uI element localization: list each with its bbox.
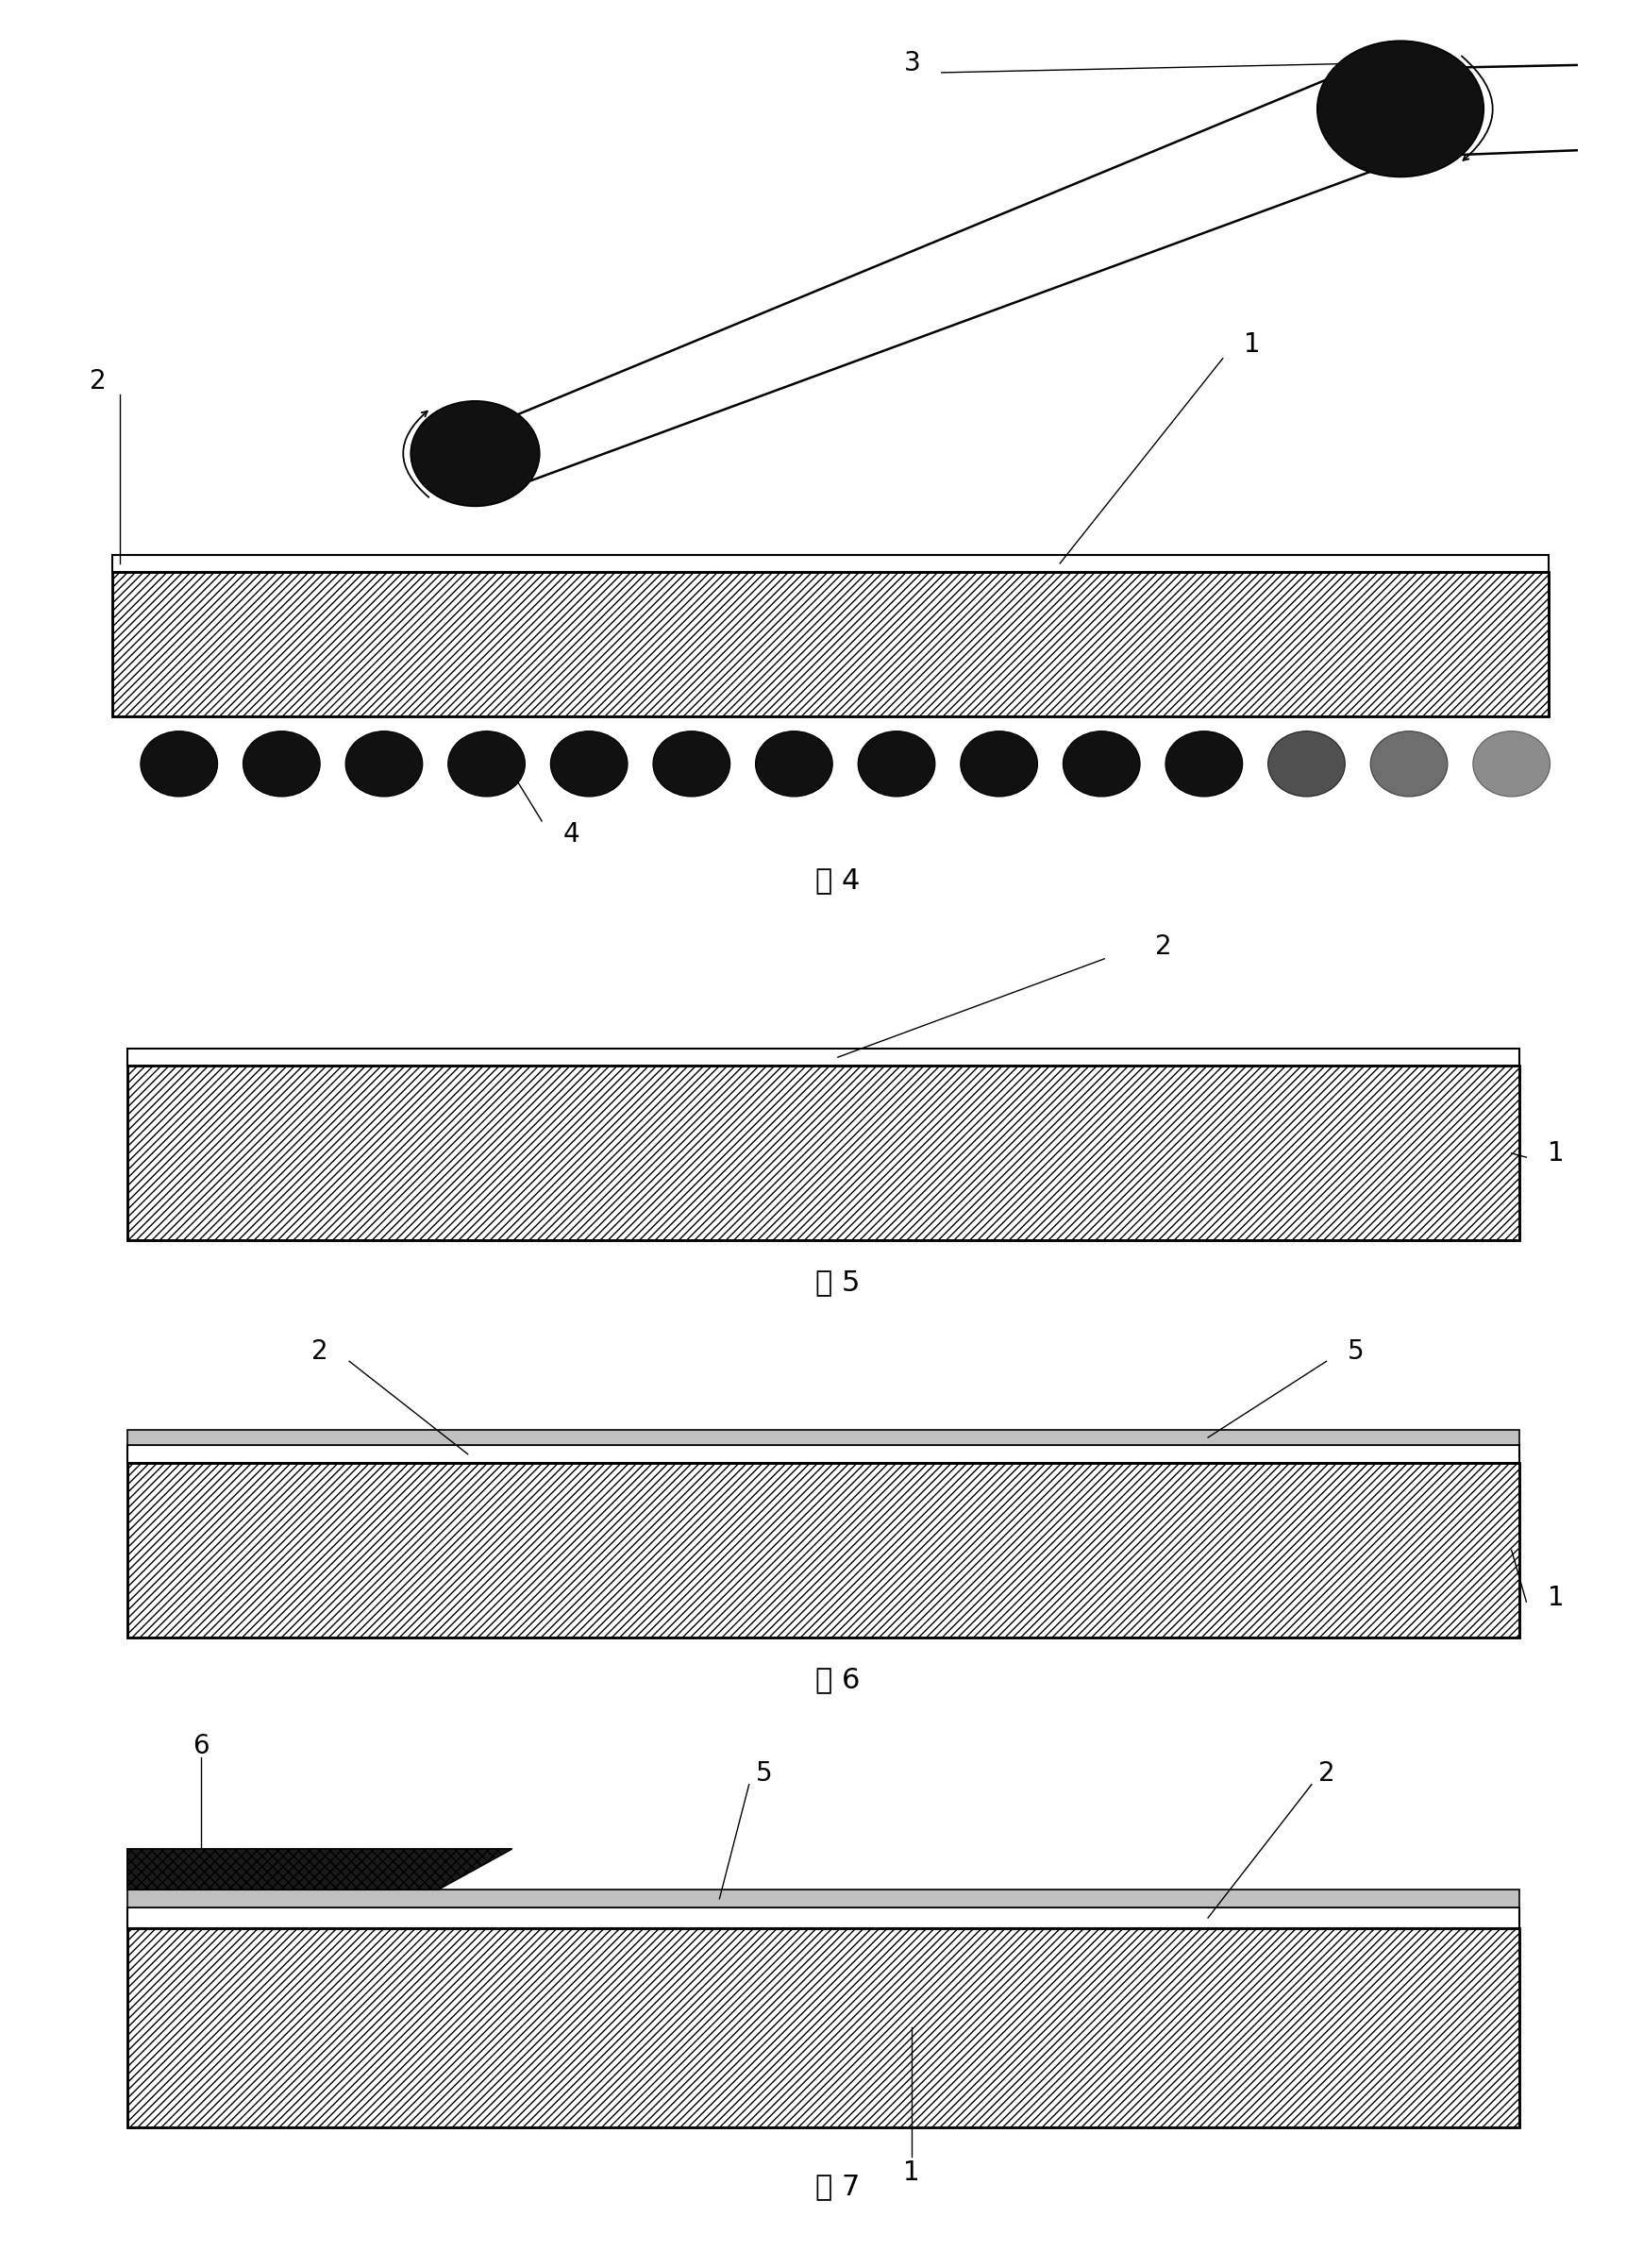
Ellipse shape [550,730,628,796]
Polygon shape [127,1848,512,1889]
Bar [127,1445,1519,1463]
Bar [112,572,1548,717]
Bar [127,1463,1519,1637]
Text: 2: 2 [311,1338,328,1365]
Bar [127,1928,1519,2127]
Ellipse shape [1062,730,1140,796]
Text: 1: 1 [1546,1585,1563,1610]
Bar [127,1928,1519,2127]
Text: 图 4: 图 4 [815,866,860,894]
Text: 图 7: 图 7 [815,2173,860,2200]
Text: 2: 2 [1317,1760,1333,1787]
Bar [127,1928,1519,2127]
Ellipse shape [1164,730,1242,796]
Bar [127,1429,1519,1445]
Bar [127,1066,1519,1241]
Text: 1: 1 [1546,1141,1563,1166]
Bar [127,1066,1519,1241]
Ellipse shape [1317,41,1483,177]
Text: 2: 2 [1154,934,1171,959]
Bar [127,1463,1519,1637]
Ellipse shape [959,730,1037,796]
Text: 图 6: 图 6 [815,1665,860,1692]
Text: 4: 4 [563,821,579,848]
Bar [127,1066,1519,1241]
Ellipse shape [857,730,935,796]
Ellipse shape [410,401,540,506]
Ellipse shape [1472,730,1550,796]
Ellipse shape [1369,730,1447,796]
Ellipse shape [345,730,423,796]
Text: 6: 6 [193,1733,210,1760]
Text: 3: 3 [902,50,920,77]
Bar [127,1907,1519,1928]
Bar [112,572,1548,717]
Bar [127,1048,1519,1066]
Ellipse shape [754,730,833,796]
Ellipse shape [1267,730,1345,796]
Bar [127,1463,1519,1637]
Text: 2: 2 [89,367,106,395]
Bar [112,572,1548,717]
Text: 5: 5 [754,1760,772,1787]
Text: 1: 1 [902,2159,920,2186]
Ellipse shape [140,730,218,796]
Text: 图 5: 图 5 [815,1268,860,1295]
Text: 1: 1 [1244,331,1260,358]
Text: 5: 5 [1346,1338,1364,1365]
Ellipse shape [242,730,320,796]
Ellipse shape [447,730,525,796]
Bar [127,1889,1519,1907]
Bar [112,556,1548,572]
Ellipse shape [652,730,730,796]
